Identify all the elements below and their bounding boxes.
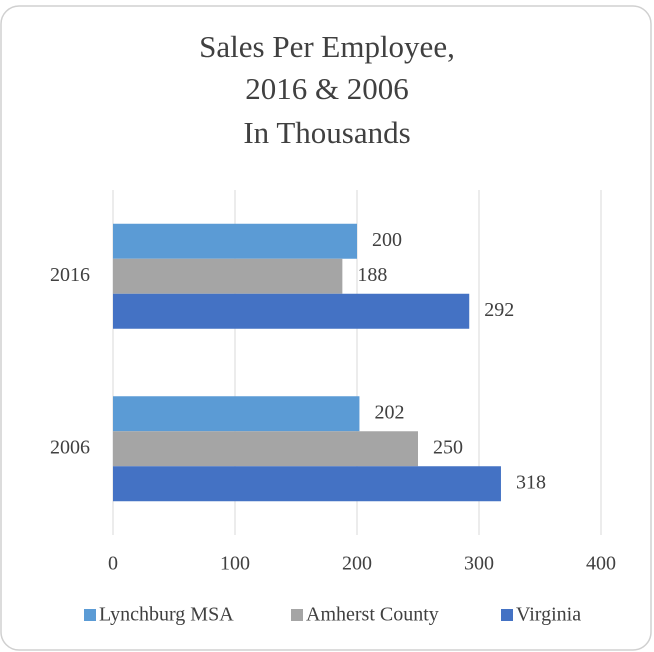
y-tick-label: 2016 (50, 264, 90, 286)
data-label: 202 (374, 401, 404, 423)
bar (113, 258, 343, 294)
x-tick-label: 400 (586, 553, 616, 575)
x-tick-label: 0 (108, 553, 118, 575)
data-label: 318 (516, 471, 546, 493)
bar (113, 396, 360, 432)
bar (113, 293, 470, 329)
chart-title: In Thousands (243, 115, 410, 150)
legend-label: Lynchburg MSA (99, 604, 234, 626)
y-tick-label: 2006 (50, 436, 90, 458)
legend-swatch (84, 609, 96, 621)
data-label: 200 (372, 229, 402, 251)
bar (113, 431, 418, 467)
bar (113, 223, 357, 259)
legend-label: Virginia (516, 604, 581, 626)
legend-swatch (291, 609, 303, 621)
x-tick-label: 100 (220, 553, 250, 575)
x-tick-label: 300 (464, 553, 494, 575)
data-label: 250 (433, 436, 463, 458)
legend-swatch (501, 609, 513, 621)
data-label: 188 (357, 264, 387, 286)
data-label: 292 (484, 299, 514, 321)
chart-title: 2016 & 2006 (245, 71, 409, 106)
legend-label: Amherst County (306, 604, 439, 626)
bar (113, 466, 501, 502)
chart-title: Sales Per Employee, (199, 29, 455, 64)
x-tick-label: 200 (342, 553, 372, 575)
